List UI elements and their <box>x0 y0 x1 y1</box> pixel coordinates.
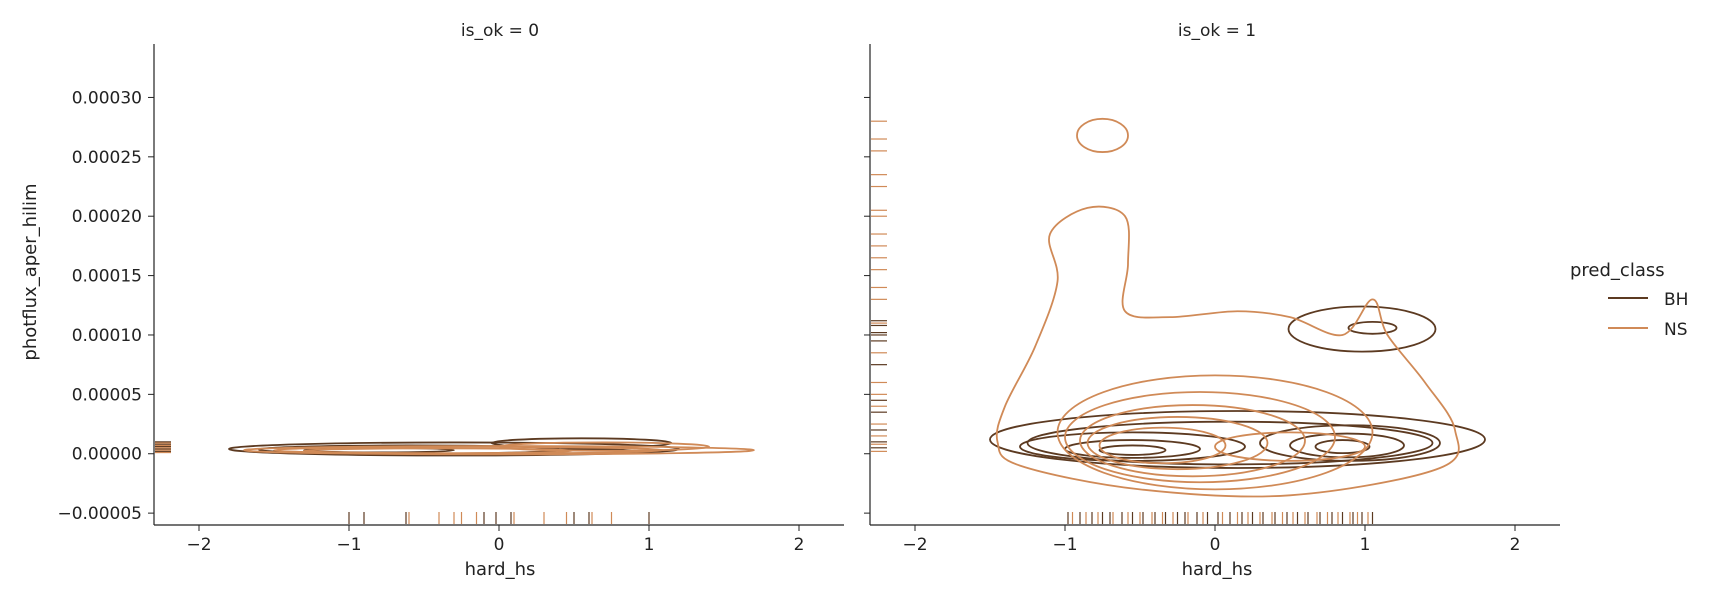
x-tick-label: −1 <box>1052 535 1077 555</box>
y-axis-label: photflux_aper_hilim <box>20 183 41 360</box>
contour-bh <box>1347 321 1398 335</box>
x-tick-label: −2 <box>902 535 927 555</box>
panel-title-is-ok-0: is_ok = 0 <box>461 21 539 41</box>
y-tick-label: 0.00025 <box>72 148 142 168</box>
y-tick-label: 0.00010 <box>72 326 142 346</box>
y-tick-label: 0.00005 <box>72 385 142 405</box>
panel-title-is-ok-1: is_ok = 1 <box>1178 21 1256 41</box>
contour-ns <box>1098 426 1227 465</box>
x-tick-label: 0 <box>1210 535 1221 555</box>
panel-is-ok-1: is_ok = 1 −2 −1 0 1 2 hard_hs <box>864 21 1560 580</box>
legend: pred_class BH NS <box>1570 260 1688 340</box>
x-tick-label: 0 <box>494 535 505 555</box>
plot-area-is-ok-1: −2 −1 0 1 2 <box>864 44 1560 555</box>
y-tick-label: 0.00030 <box>72 88 142 108</box>
x-tick-label: 1 <box>644 535 655 555</box>
y-tick-label: 0.00020 <box>72 207 142 227</box>
legend-label-ns: NS <box>1664 320 1688 340</box>
x-axis-label-panel-1: hard_hs <box>1182 559 1253 580</box>
contour-bh <box>1314 439 1371 455</box>
contour-ns <box>1056 374 1374 491</box>
x-tick-label: −1 <box>336 535 361 555</box>
contour-bh <box>1098 444 1167 456</box>
contour-bh <box>989 410 1486 469</box>
legend-title: pred_class <box>1570 260 1665 281</box>
plot-area-is-ok-0: −2 −1 0 1 2 −0.00005 0.00000 0.00005 0.00010 0.00… <box>57 44 844 555</box>
x-axis-label-panel-0: hard_hs <box>465 559 536 580</box>
x-tick-label: 2 <box>794 535 805 555</box>
contour-ns <box>1086 416 1269 471</box>
contour-ns <box>1076 117 1129 153</box>
x-tick-label: 1 <box>1360 535 1371 555</box>
contour-ns <box>1064 391 1336 484</box>
x-tick-label: −2 <box>186 535 211 555</box>
panel-is-ok-0: is_ok = 0 −2 −1 0 1 2 −0.00005 0.00000 0.00005 0… <box>57 21 844 580</box>
y-tick-label: 0.00000 <box>72 445 142 465</box>
x-tick-label: 2 <box>1510 535 1521 555</box>
contour-ns <box>498 441 710 452</box>
contour-ns <box>1214 431 1366 462</box>
contour-bh <box>1289 432 1405 459</box>
y-tick-label: 0.00015 <box>72 267 142 287</box>
contour-bh <box>1287 305 1437 353</box>
y-tick-label: −0.00005 <box>57 504 142 524</box>
contour-outer-ns <box>995 205 1460 498</box>
legend-label-bh: BH <box>1664 290 1688 310</box>
contour-ns <box>1079 404 1306 478</box>
